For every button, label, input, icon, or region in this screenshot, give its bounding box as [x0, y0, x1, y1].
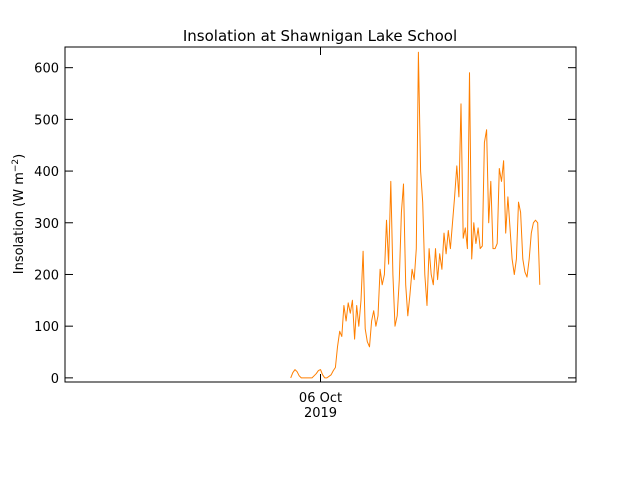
y-axis-label-close: ) — [12, 154, 27, 159]
y-tick-label: 200 — [34, 268, 59, 283]
series-line-insolation — [290, 51, 541, 379]
y-tick-label: 500 — [34, 113, 59, 128]
y-tick-label: 400 — [34, 165, 59, 180]
y-tick-label: 100 — [34, 320, 59, 335]
y-axis-label: Insolation (W m−2) — [11, 154, 27, 275]
plot-frame — [64, 46, 577, 383]
y-tick-label: 600 — [34, 62, 59, 77]
y-tick-label: 300 — [34, 217, 59, 232]
x-tick-label: 06 Oct — [299, 391, 342, 406]
series-layer — [290, 51, 541, 379]
y-axis-label-superscript: −2 — [11, 159, 21, 172]
y-axis-label-text: Insolation (W m — [12, 172, 27, 274]
x-tick-sublabel: 2019 — [304, 406, 337, 421]
y-axis: 0 100 200 300 400 500 600 — [34, 62, 576, 387]
chart-title: Insolation at Shawnigan Lake School — [183, 27, 457, 45]
y-tick-label: 0 — [51, 372, 59, 387]
